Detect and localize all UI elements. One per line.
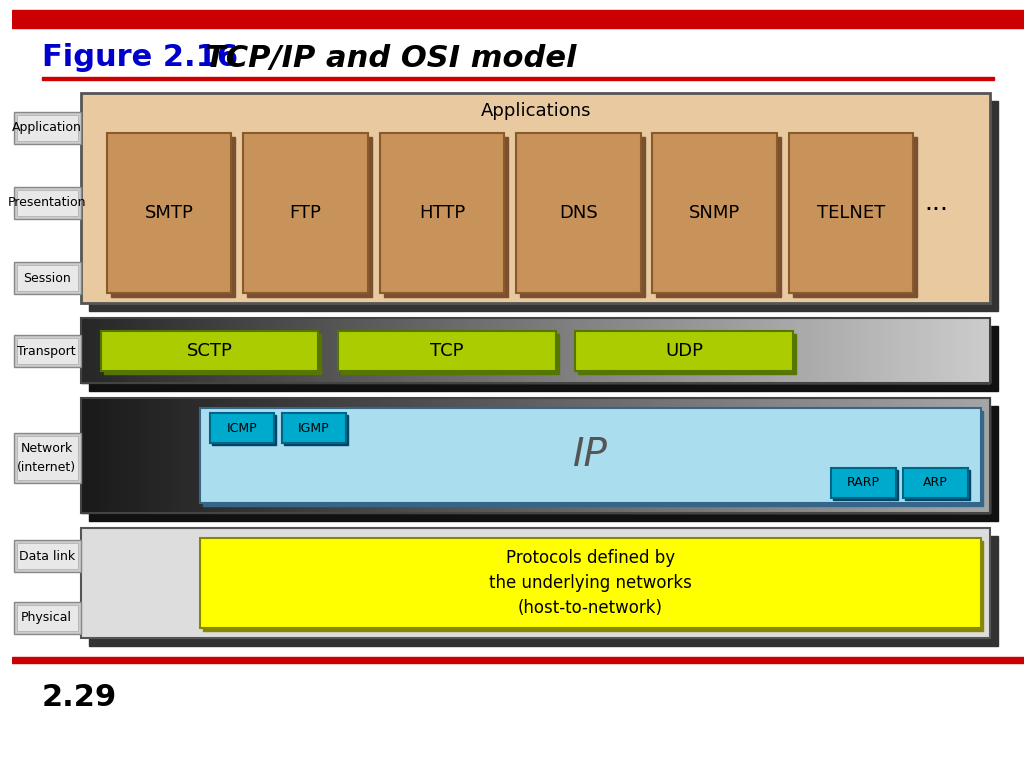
Bar bbox=[793, 137, 918, 297]
Bar bbox=[282, 413, 346, 443]
Bar bbox=[14, 112, 81, 144]
Text: TELNET: TELNET bbox=[817, 204, 885, 222]
Bar bbox=[788, 133, 913, 293]
Bar bbox=[248, 137, 372, 297]
Bar bbox=[17, 338, 78, 364]
Bar bbox=[81, 528, 990, 638]
Bar bbox=[14, 187, 81, 219]
Bar bbox=[905, 470, 970, 500]
Bar bbox=[516, 133, 641, 293]
Bar bbox=[341, 333, 558, 373]
Bar bbox=[81, 93, 990, 303]
Bar bbox=[520, 137, 644, 297]
Bar bbox=[17, 605, 78, 631]
Bar bbox=[17, 265, 78, 291]
Bar bbox=[652, 133, 777, 293]
Bar bbox=[831, 468, 896, 498]
Bar bbox=[101, 330, 318, 370]
Text: SMTP: SMTP bbox=[144, 204, 194, 222]
Text: DNS: DNS bbox=[559, 204, 598, 222]
Bar bbox=[203, 541, 983, 631]
Bar bbox=[14, 602, 81, 634]
Bar bbox=[106, 133, 231, 293]
Bar bbox=[17, 115, 78, 141]
Bar bbox=[656, 137, 781, 297]
Bar bbox=[200, 408, 981, 503]
Text: UDP: UDP bbox=[665, 342, 703, 359]
Bar bbox=[89, 326, 998, 391]
Bar bbox=[212, 415, 275, 445]
Text: SCTP: SCTP bbox=[186, 342, 232, 359]
Bar bbox=[834, 470, 897, 500]
Bar bbox=[104, 333, 322, 373]
Text: Network
(internet): Network (internet) bbox=[17, 442, 76, 474]
Bar bbox=[579, 333, 796, 373]
Text: SNMP: SNMP bbox=[689, 204, 740, 222]
Bar bbox=[14, 262, 81, 294]
Text: HTTP: HTTP bbox=[419, 204, 465, 222]
Bar bbox=[17, 190, 78, 216]
Bar bbox=[903, 468, 968, 498]
Text: IGMP: IGMP bbox=[298, 422, 330, 435]
Bar bbox=[14, 335, 81, 367]
Bar bbox=[14, 540, 81, 572]
Bar bbox=[12, 10, 1024, 28]
Bar bbox=[89, 536, 998, 646]
Bar bbox=[12, 657, 1024, 663]
Text: IP: IP bbox=[572, 436, 607, 475]
Text: Applications: Applications bbox=[480, 102, 591, 120]
Text: RARP: RARP bbox=[847, 476, 880, 489]
Bar bbox=[210, 413, 274, 443]
Bar bbox=[42, 77, 994, 80]
Bar bbox=[17, 436, 78, 480]
Text: Data link: Data link bbox=[18, 549, 75, 562]
Bar bbox=[380, 133, 504, 293]
Text: Transport: Transport bbox=[17, 345, 76, 357]
Text: ICMP: ICMP bbox=[226, 422, 257, 435]
Text: ...: ... bbox=[924, 191, 948, 215]
Text: Application: Application bbox=[11, 121, 82, 134]
Bar bbox=[575, 330, 793, 370]
Bar bbox=[244, 133, 368, 293]
Bar bbox=[17, 543, 78, 569]
Bar bbox=[284, 415, 348, 445]
Text: Presentation: Presentation bbox=[7, 197, 86, 210]
Text: Session: Session bbox=[23, 272, 71, 284]
Bar bbox=[89, 406, 998, 521]
Text: Protocols defined by
the underlying networks
(host-to-network): Protocols defined by the underlying netw… bbox=[488, 549, 691, 617]
Bar bbox=[338, 330, 556, 370]
Text: FTP: FTP bbox=[290, 204, 322, 222]
Bar bbox=[200, 538, 981, 628]
Bar bbox=[14, 433, 81, 483]
Text: ARP: ARP bbox=[924, 476, 948, 489]
Bar bbox=[89, 101, 998, 311]
Bar bbox=[81, 318, 990, 383]
Bar bbox=[81, 398, 990, 513]
Text: 2.29: 2.29 bbox=[42, 684, 117, 713]
Bar bbox=[111, 137, 236, 297]
Bar bbox=[384, 137, 508, 297]
Text: TCP/IP and OSI model: TCP/IP and OSI model bbox=[205, 44, 577, 72]
Bar bbox=[203, 411, 983, 506]
Text: TCP: TCP bbox=[430, 342, 464, 359]
Text: Figure 2.16: Figure 2.16 bbox=[42, 44, 238, 72]
Text: Physical: Physical bbox=[22, 611, 73, 624]
